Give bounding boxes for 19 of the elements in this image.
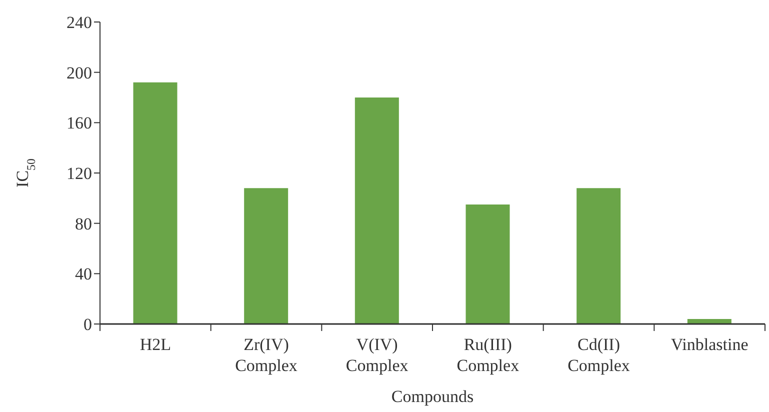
y-tick-label: 160 (66, 114, 92, 133)
y-tick-label: 200 (66, 63, 92, 82)
y-tick-label: 120 (66, 164, 92, 184)
y-tick-label: 240 (66, 13, 92, 32)
x-tick-label: H2L (140, 335, 172, 354)
x-tick-label: Zr(IV) Complex (235, 335, 298, 375)
bar (354, 98, 399, 324)
bar (244, 188, 288, 324)
x-tick-label: Vinblastine (670, 335, 748, 354)
x-tick-label: Ru(III) Complex (456, 335, 520, 375)
x-tick-label: Cd(II) Complex (568, 335, 630, 375)
y-tick-label: 40 (75, 264, 92, 284)
y-tick-label: 80 (75, 214, 92, 234)
bar (576, 188, 621, 324)
bar (466, 204, 510, 324)
bar (133, 82, 178, 324)
x-tick-label: V(IV) Complex (346, 335, 409, 375)
x-axis-title: Compounds (391, 387, 474, 406)
y-tick-label: 0 (84, 315, 92, 334)
